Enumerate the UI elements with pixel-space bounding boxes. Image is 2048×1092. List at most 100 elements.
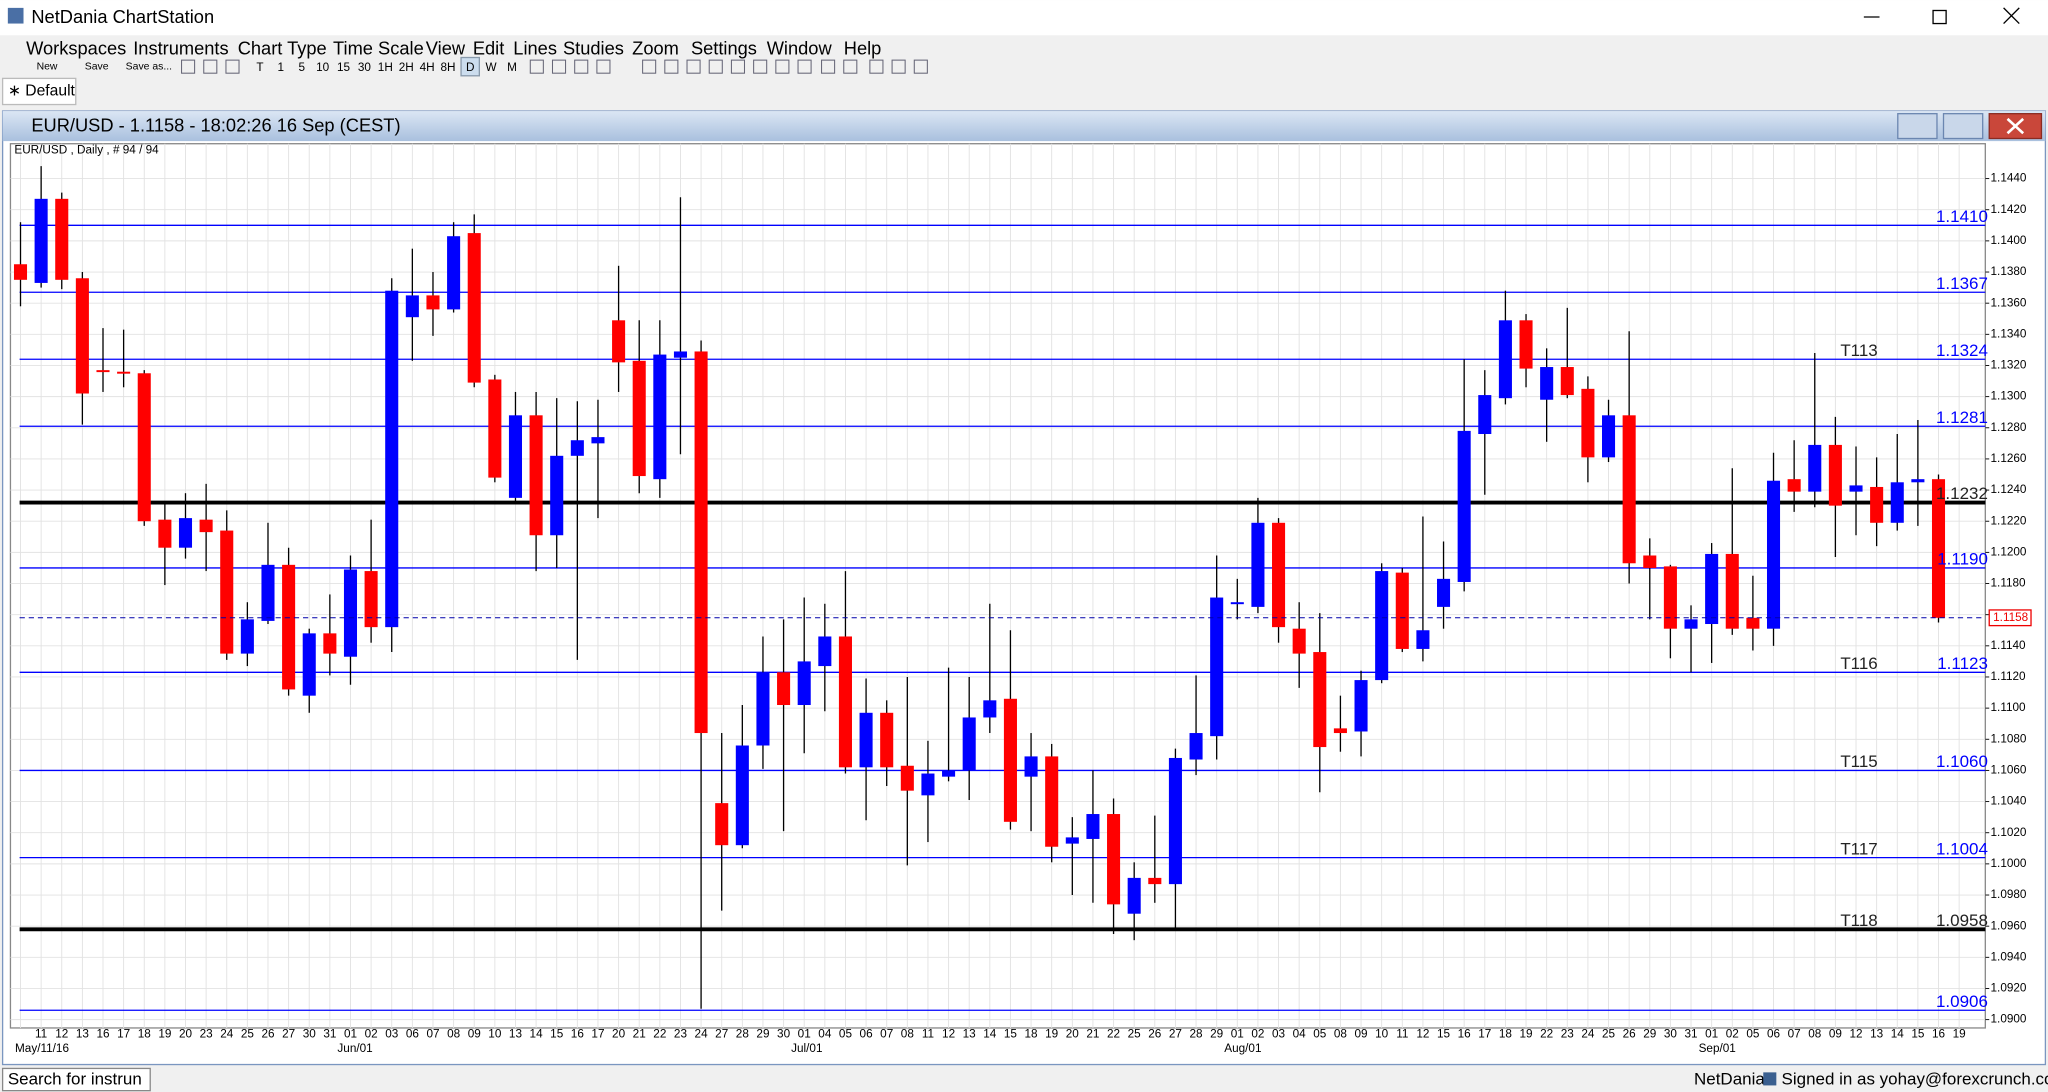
menu-item[interactable]: Lines	[513, 38, 557, 59]
timeframe-button[interactable]: 30	[358, 61, 372, 74]
candle-body	[550, 455, 564, 536]
candle-body	[1890, 482, 1904, 523]
chart-restore[interactable]	[1942, 113, 1984, 140]
chart-minimize[interactable]	[1897, 113, 1938, 140]
toolbar-icon[interactable]	[730, 59, 746, 74]
toolbar-icon[interactable]	[686, 59, 701, 74]
toolbar-icon[interactable]	[203, 59, 218, 74]
toolbar-icon[interactable]	[753, 59, 768, 74]
toolbar-icon[interactable]	[797, 59, 812, 74]
timeframe-button[interactable]: W	[486, 61, 498, 74]
candle-body	[900, 765, 914, 791]
timeframe-button[interactable]: 2H	[399, 61, 414, 74]
x-tick-label: 01	[798, 1028, 811, 1041]
timeframe-button[interactable]: 4H	[420, 61, 435, 74]
x-tick-label: 08	[901, 1028, 915, 1041]
x-tick-label: 23	[1561, 1028, 1575, 1041]
y-tick-label: 1.1300	[1991, 390, 2027, 403]
candle-body	[405, 295, 419, 318]
menu-item[interactable]: Studies	[563, 38, 624, 59]
x-tick-label: 05	[1313, 1028, 1327, 1041]
toolbar-icon[interactable]	[843, 59, 858, 74]
toolbar-icon[interactable]	[869, 59, 884, 74]
toolbar-icon[interactable]	[642, 59, 657, 74]
x-tick-label: 09	[1829, 1028, 1842, 1041]
candle-body	[838, 636, 852, 768]
menu-item[interactable]: Help	[844, 38, 882, 59]
search-box[interactable]	[1, 1067, 151, 1092]
menu-item[interactable]: Instruments	[133, 38, 228, 59]
restore-button[interactable]	[1932, 9, 1947, 25]
candle-body	[1663, 566, 1677, 629]
candle-body	[1230, 602, 1244, 605]
candle-body	[1931, 479, 1946, 618]
toolbar-icon[interactable]	[225, 59, 240, 74]
candle-body	[261, 564, 275, 621]
x-tick-label: 27	[282, 1028, 295, 1041]
menu-item[interactable]: View	[426, 38, 466, 59]
x-tick-label: 31	[323, 1028, 336, 1041]
menu-item[interactable]: Time Scale	[333, 38, 424, 59]
candle-body	[1746, 617, 1760, 629]
y-tick-label: 1.1320	[1991, 359, 2027, 372]
x-tick-label: 06	[406, 1028, 420, 1041]
plot-area	[9, 143, 1986, 1029]
toolbar-icon[interactable]	[708, 59, 723, 74]
timeframe-button[interactable]: 1	[278, 61, 285, 74]
timeframe-button[interactable]: 8H	[440, 61, 455, 74]
x-tick-label: 14	[1891, 1028, 1905, 1041]
status-signed-in: Signed in as yohay@forexcrunch.com	[1782, 1070, 2048, 1089]
toolbar: New Save Save as... T 1 5 10 15 30 1H 2H 4H 8H D W M	[37, 56, 928, 77]
toolbar-icon[interactable]	[574, 59, 589, 74]
candle-body	[1168, 757, 1182, 885]
toolbar-icon[interactable]	[664, 59, 679, 74]
timeframe-button[interactable]: T	[256, 61, 263, 74]
x-tick-label: 06	[1767, 1028, 1781, 1041]
x-tick-label: 16	[571, 1028, 585, 1041]
menu-item[interactable]: Settings	[691, 38, 757, 59]
y-tick-label: 1.1280	[1991, 421, 2027, 434]
tab[interactable]	[1, 77, 77, 106]
toolbar-icon[interactable]	[551, 59, 567, 74]
menu-bar: Workspaces Instruments Chart Type Time Scal…	[26, 38, 881, 59]
timeframe-button[interactable]: 1H	[378, 61, 393, 74]
candle-body	[612, 320, 626, 363]
timeframe-button[interactable]: M	[507, 61, 517, 74]
menu-item[interactable]: Edit	[473, 38, 504, 59]
candle-body	[13, 264, 28, 280]
timeframe-button[interactable]: 15	[337, 61, 351, 74]
menu-item[interactable]: Window	[767, 38, 833, 59]
candle-body	[777, 672, 791, 706]
x-tick-label: 24	[220, 1028, 234, 1041]
toolbar-icon[interactable]	[891, 59, 906, 74]
toolbar-icon[interactable]	[913, 59, 928, 74]
current-price-label: 1.1158	[1993, 611, 2029, 624]
candle-body	[34, 198, 48, 283]
toolbar-icon[interactable]	[181, 59, 196, 74]
x-tick-label: 12	[1849, 1028, 1862, 1041]
close-button[interactable]	[2003, 7, 2020, 25]
menu-item[interactable]: Chart Type	[238, 38, 327, 59]
timeframe-button[interactable]: 10	[316, 61, 330, 74]
toolbar-label[interactable]: Save as...	[126, 61, 172, 72]
toolbar-icon[interactable]	[529, 59, 544, 74]
toolbar-icon[interactable]	[821, 59, 836, 74]
candle-body	[1560, 367, 1574, 396]
toolbar-icon[interactable]	[775, 59, 790, 74]
candle-body	[343, 569, 358, 657]
candle-body	[1457, 430, 1471, 582]
x-tick-label: 15	[550, 1028, 564, 1041]
y-tick-label: 1.1360	[1991, 296, 2027, 309]
x-tick-label: 21	[1086, 1028, 1099, 1041]
toolbar-label[interactable]: Save	[85, 61, 109, 72]
toolbar-icon[interactable]	[596, 59, 611, 74]
menu-item[interactable]: Workspaces	[26, 38, 126, 59]
level-label: 1.0958	[1936, 911, 1988, 930]
level-label: 1.1324	[1936, 341, 1988, 360]
toolbar-label[interactable]: New	[37, 61, 58, 72]
candle-body	[1787, 479, 1801, 492]
timeframe-button[interactable]: 5	[298, 61, 305, 74]
menu-item[interactable]: Zoom	[632, 38, 679, 59]
timeframe-button[interactable]: D	[466, 61, 475, 74]
x-tick-label: 17	[591, 1028, 604, 1041]
